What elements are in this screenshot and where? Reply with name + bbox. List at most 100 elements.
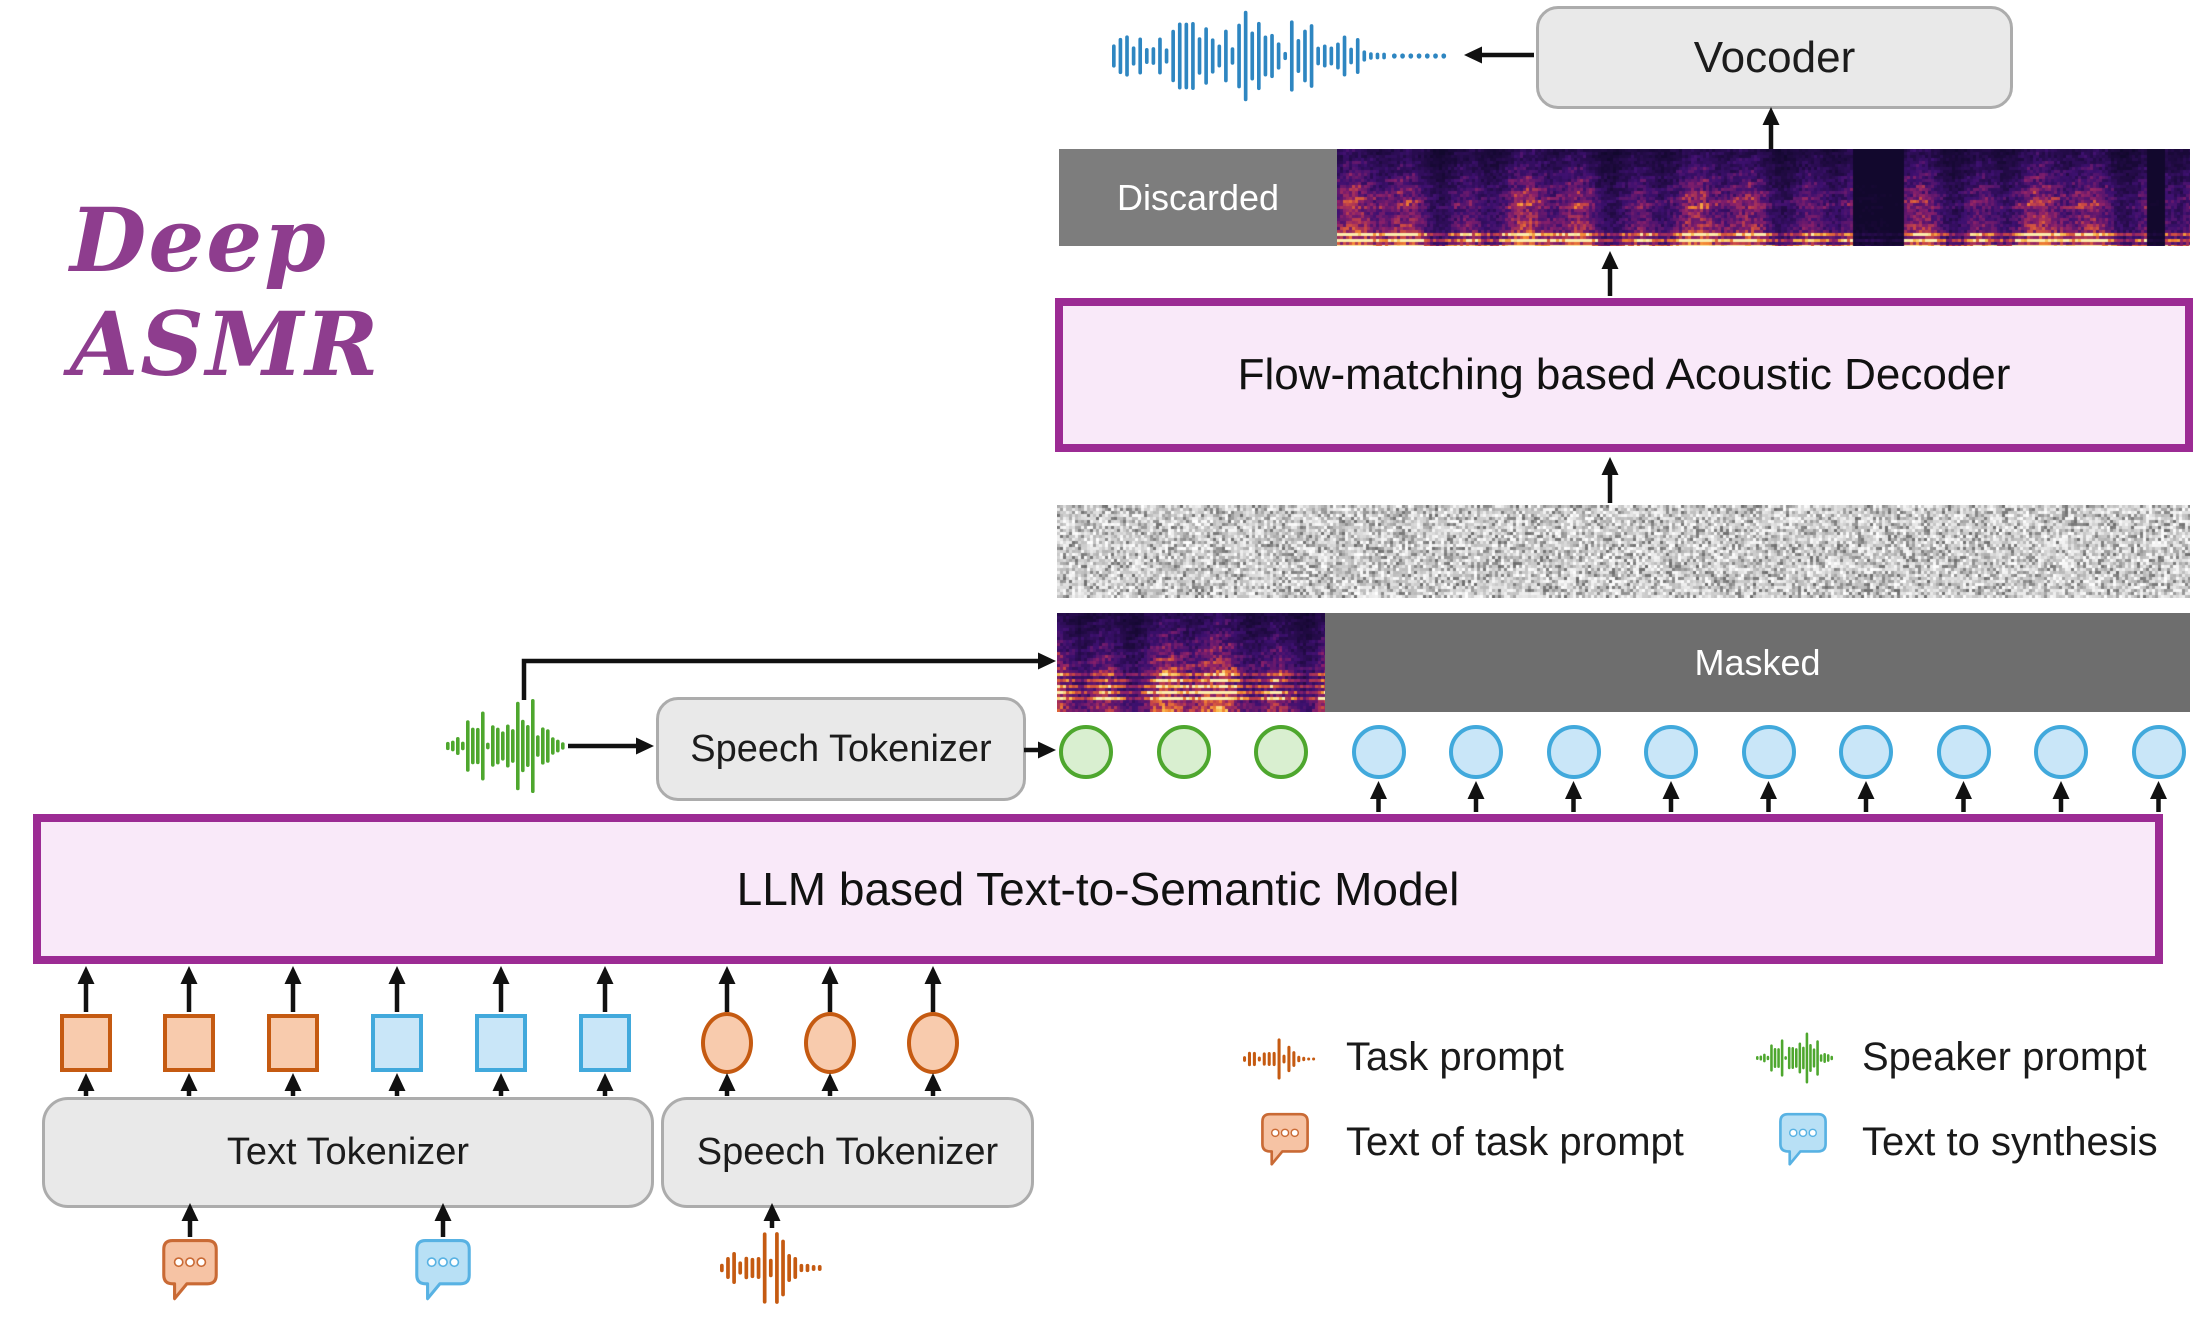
speech-tokenizer-bottom-label: Speech Tokenizer	[696, 1131, 999, 1173]
generated-semantic-token-circle	[2034, 725, 2088, 779]
legend-task-prompt-waveform-icon	[1243, 1038, 1317, 1080]
speech-tokenizer-bottom-box: Speech Tokenizer	[661, 1097, 1034, 1208]
generated-semantic-token-circle	[1449, 725, 1503, 779]
tokenizer-to-token-arrow	[492, 1073, 510, 1096]
token-to-llm-arrow	[821, 966, 839, 1012]
prompt-mel-spectrogram	[1057, 613, 1325, 712]
speaker-prompt-waveform-icon-svg	[446, 698, 565, 794]
legend-speaker-prompt-waveform-icon	[1756, 1032, 1834, 1084]
text-tokenizer-box: Text Tokenizer	[42, 1097, 654, 1208]
generated-semantic-token-circle	[1936, 725, 1991, 779]
task-prompt-waveform-icon-svg	[720, 1232, 822, 1304]
spectrogram-to-vocoder-arrow	[1762, 107, 1780, 149]
vocoder-label: Vocoder	[1693, 32, 1856, 82]
legend-task-text-bubble-icon-svg	[1261, 1112, 1309, 1166]
task-text-bubble-icon-svg	[162, 1239, 218, 1301]
token-to-llm-arrow	[924, 966, 942, 1012]
vocoder-box: Vocoder	[1536, 6, 2013, 109]
generated-semantic-token-circle	[1839, 725, 1893, 779]
tokenizer-to-token-arrow	[77, 1073, 95, 1096]
generated-semantic-token-circle	[1644, 725, 1698, 779]
llm-to-semantic-token-arrow	[1662, 781, 1680, 812]
masked-region: Masked	[1325, 613, 2190, 712]
discarded-label: Discarded	[1116, 176, 1280, 218]
speaker-audio-to-tokenizer-arrow	[568, 737, 654, 755]
legend-synthesis-text-bubble-icon	[1774, 1112, 1832, 1174]
task-text-token-square	[60, 1014, 112, 1072]
masked-label: Masked	[1694, 641, 1821, 683]
tokenizer-to-token-arrow	[284, 1073, 302, 1096]
synthesis-text-bubble-icon-svg	[415, 1239, 471, 1301]
speaker-prompt-waveform-icon	[446, 698, 566, 794]
decoder-to-spectrogram-arrow	[1601, 251, 1619, 296]
task-text-bubble-icon	[160, 1238, 220, 1310]
llm-to-semantic-token-arrow	[1467, 781, 1485, 812]
token-to-llm-arrow	[388, 966, 406, 1012]
token-to-llm-arrow	[492, 966, 510, 1012]
task-speech-token-circle	[907, 1012, 959, 1074]
text-tokenizer-label: Text Tokenizer	[226, 1131, 470, 1173]
task-speech-token-circle	[701, 1012, 753, 1074]
discarded-region: Discarded	[1059, 149, 1337, 246]
speaker-token-circle	[1059, 725, 1113, 779]
tokenizer-to-token-arrow	[718, 1073, 736, 1096]
generated-semantic-token-circle	[1351, 725, 1406, 779]
synthesis-text-token-square	[371, 1014, 423, 1072]
tokenizer-to-token-arrow	[821, 1073, 839, 1096]
legend-speaker-prompt-waveform-icon-svg	[1756, 1032, 1834, 1084]
vocoder-to-audio-arrow	[1464, 46, 1534, 64]
tokenizer-to-token-arrow	[596, 1073, 614, 1096]
generated-semantic-token-circle	[2131, 725, 2186, 779]
page-title: Deep ASMR	[70, 188, 381, 396]
task-speech-token-circle	[804, 1012, 856, 1074]
legend-text-to-synthesis-label: Text to synthesis	[1862, 1120, 2158, 1164]
synthesis-text-bubble-icon	[413, 1238, 473, 1310]
output-audio-waveform-icon-svg	[1112, 10, 1447, 102]
noise-to-decoder-arrow	[1601, 457, 1619, 503]
synthesis-text-to-tokenizer-arrow	[434, 1203, 452, 1237]
tokenizer-to-speaker-token-arrow	[1024, 741, 1056, 759]
token-to-llm-arrow	[596, 966, 614, 1012]
llm-label: LLM based Text-to-Semantic Model	[736, 863, 1460, 915]
synthesis-text-token-square	[579, 1014, 631, 1072]
tokenizer-to-token-arrow	[924, 1073, 942, 1096]
speaker-token-circle	[1156, 725, 1211, 779]
acoustic-decoder-box: Flow-matching based Acoustic Decoder	[1055, 298, 2193, 452]
tokenizer-to-token-arrow	[180, 1073, 198, 1096]
legend-task-text-bubble-icon	[1256, 1112, 1314, 1174]
llm-to-semantic-token-arrow	[1565, 781, 1582, 812]
speech-tokenizer-top-label: Speech Tokenizer	[690, 727, 992, 770]
generated-semantic-token-circle	[1546, 725, 1601, 779]
legend-speaker-prompt-label: Speaker prompt	[1862, 1035, 2147, 1079]
legend-text-of-task-prompt-label: Text of task prompt	[1346, 1120, 1684, 1164]
speaker-token-circle	[1254, 725, 1308, 779]
token-to-llm-arrow	[77, 966, 95, 1012]
task-prompt-waveform-icon	[720, 1226, 824, 1310]
tokenizer-to-token-arrow	[388, 1073, 406, 1096]
token-to-llm-arrow	[180, 966, 198, 1012]
llm-to-semantic-token-arrow	[1370, 781, 1387, 812]
task-text-token-square	[163, 1014, 215, 1072]
speaker-audio-to-prompt-spectrogram-arrow	[521, 652, 1056, 700]
output-audio-waveform-icon	[1112, 8, 1452, 104]
token-to-llm-arrow	[284, 966, 302, 1012]
llm-to-semantic-token-arrow	[1857, 781, 1875, 812]
task-text-to-tokenizer-arrow	[181, 1203, 199, 1237]
task-text-token-square	[267, 1014, 319, 1072]
gaussian-noise-strip	[1057, 505, 2190, 598]
llm-to-semantic-token-arrow	[1760, 781, 1777, 812]
synthesis-text-token-square	[475, 1014, 527, 1072]
llm-box: LLM based Text-to-Semantic Model	[33, 814, 2163, 964]
legend-task-prompt-label: Task prompt	[1346, 1035, 1564, 1079]
legend-synthesis-text-bubble-icon-svg	[1779, 1112, 1827, 1166]
speech-tokenizer-top-box: Speech Tokenizer	[656, 697, 1026, 801]
legend-task-prompt-waveform-icon-svg	[1243, 1038, 1316, 1080]
llm-to-semantic-token-arrow	[2052, 781, 2070, 812]
generated-semantic-token-circle	[1741, 725, 1796, 779]
llm-to-semantic-token-arrow	[2150, 781, 2167, 812]
token-to-llm-arrow	[718, 966, 736, 1012]
acoustic-decoder-label: Flow-matching based Acoustic Decoder	[1237, 350, 2011, 399]
generated-mel-spectrogram	[1337, 149, 2190, 246]
llm-to-semantic-token-arrow	[1955, 781, 1972, 812]
